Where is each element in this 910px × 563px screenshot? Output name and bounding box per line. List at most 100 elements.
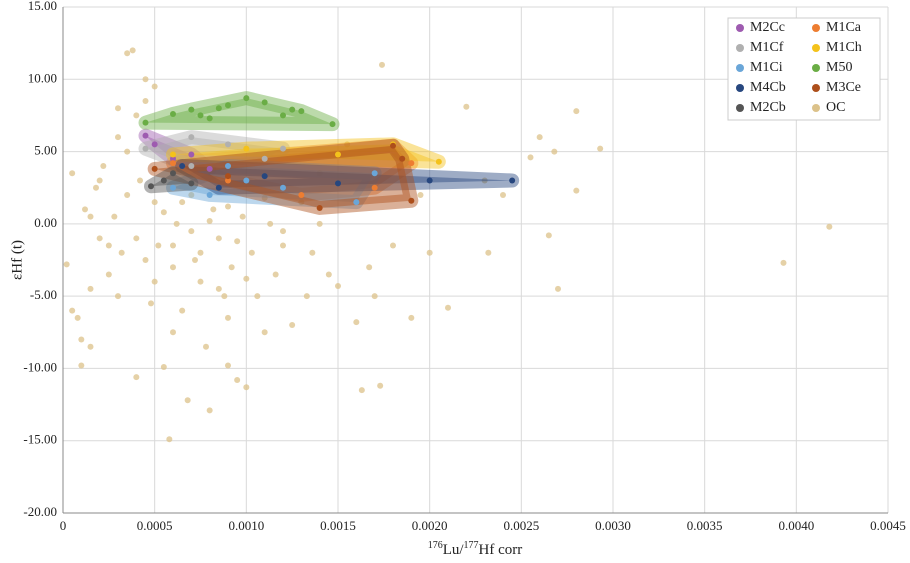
data-point: [390, 242, 396, 249]
data-point: [188, 180, 195, 187]
y-axis-title: εHf (t): [9, 240, 25, 280]
data-point: [551, 148, 558, 155]
data-point: [78, 362, 85, 369]
y-tick-label: -5.00: [30, 287, 57, 302]
data-point: [151, 278, 158, 285]
data-point: [243, 177, 250, 184]
x-axis-title-part: 177: [464, 540, 479, 551]
data-point: [225, 177, 231, 184]
data-point: [239, 213, 246, 220]
data-point: [151, 199, 158, 206]
data-point: [289, 322, 296, 329]
data-point: [248, 249, 255, 256]
data-point: [87, 213, 94, 220]
data-point: [105, 242, 112, 249]
data-point: [298, 191, 305, 198]
data-point: [118, 249, 125, 256]
data-point: [133, 374, 140, 381]
data-point: [261, 173, 268, 180]
data-point: [280, 242, 286, 249]
data-point: [170, 155, 176, 162]
data-point: [234, 238, 241, 245]
data-point: [280, 184, 286, 191]
data-point: [243, 275, 250, 282]
data-point: [408, 314, 415, 321]
data-point: [261, 194, 268, 201]
legend-marker: [812, 84, 820, 92]
data-point: [272, 271, 279, 278]
data-point: [170, 110, 176, 117]
legend-label: OC: [826, 100, 845, 115]
data-point: [225, 163, 231, 170]
data-point: [166, 436, 173, 443]
data-point: [124, 148, 131, 155]
data-point: [179, 163, 186, 170]
data-point: [289, 106, 296, 113]
data-point: [221, 293, 228, 300]
data-point: [435, 158, 442, 165]
data-point: [170, 160, 176, 167]
data-point: [184, 397, 191, 404]
data-point: [325, 271, 332, 278]
data-point: [243, 95, 250, 102]
x-tick-label: 0.0015: [320, 518, 356, 533]
data-point: [481, 177, 488, 184]
x-axis-title-part: Lu/: [443, 542, 465, 558]
cluster-region: [138, 130, 290, 174]
data-point: [309, 249, 316, 256]
data-point: [390, 142, 396, 149]
legend-marker: [736, 44, 744, 52]
data-point: [188, 228, 195, 235]
data-point: [155, 242, 162, 249]
data-point: [142, 257, 149, 263]
data-point: [215, 184, 222, 191]
data-point: [225, 173, 231, 180]
legend-box: [727, 17, 881, 121]
data-point: [536, 134, 543, 141]
data-point: [170, 170, 176, 177]
data-point: [142, 97, 149, 104]
x-tick-label: 0.0035: [687, 518, 723, 533]
data-point: [148, 183, 154, 190]
data-point: [148, 300, 154, 307]
data-point: [826, 223, 833, 230]
data-point: [206, 191, 213, 198]
data-point: [160, 209, 167, 216]
data-point: [124, 50, 131, 57]
data-point: [74, 314, 81, 321]
data-point: [353, 199, 360, 206]
data-point: [215, 105, 222, 112]
data-point: [203, 343, 209, 350]
data-point: [215, 285, 222, 292]
data-point: [111, 213, 118, 220]
data-point: [485, 249, 492, 256]
data-point: [160, 363, 167, 370]
data-point: [87, 343, 94, 350]
data-point: [170, 242, 176, 249]
data-point: [87, 285, 94, 292]
y-tick-label: 15.00: [28, 0, 57, 13]
data-point: [225, 203, 231, 210]
data-point: [137, 177, 143, 184]
data-point: [780, 259, 787, 266]
data-point: [78, 336, 85, 343]
data-point: [170, 329, 176, 336]
legend-label: M1Ch: [826, 40, 862, 55]
data-point: [115, 105, 121, 112]
data-point: [358, 387, 365, 394]
data-point: [280, 228, 286, 235]
data-point: [573, 187, 580, 194]
data-point: [545, 232, 552, 239]
data-point: [179, 307, 186, 314]
legend-label: M1Ci: [750, 60, 783, 75]
data-point: [225, 141, 231, 148]
data-point: [353, 319, 360, 326]
data-point: [280, 145, 286, 152]
data-point: [142, 145, 149, 152]
cluster-region: [166, 159, 382, 210]
data-point: [261, 155, 268, 162]
data-point: [445, 304, 451, 311]
legend-marker: [812, 64, 820, 72]
data-point: [254, 293, 261, 300]
data-point: [377, 382, 384, 389]
